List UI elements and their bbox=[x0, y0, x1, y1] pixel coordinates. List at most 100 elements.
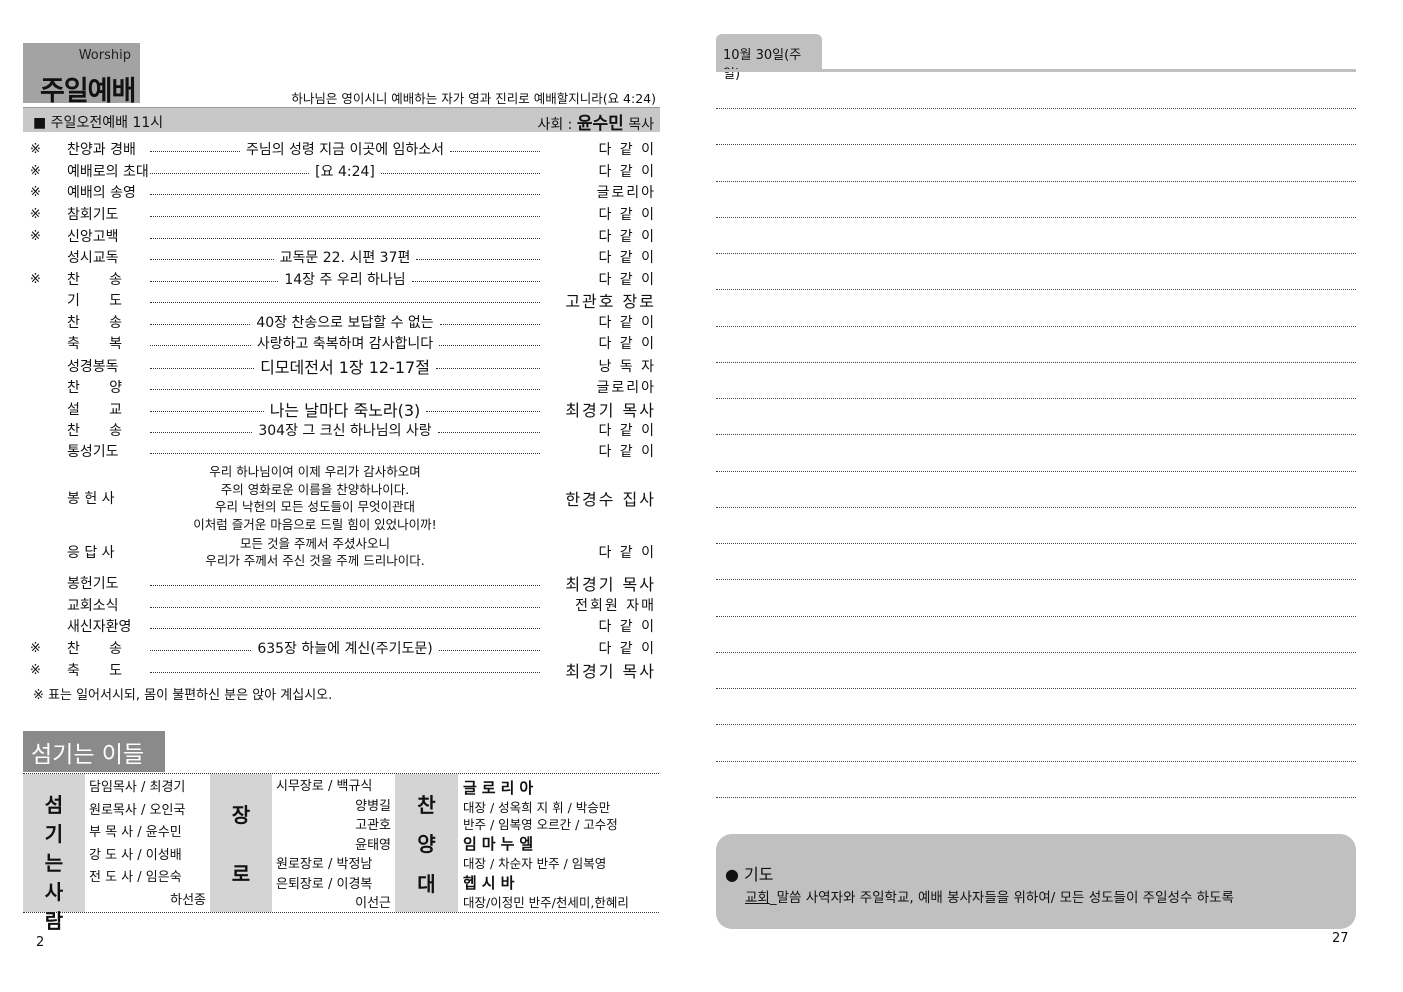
order-row: 새신자환영 다 같 이 bbox=[30, 615, 656, 637]
pastor-item: 전 도 사 / 임은숙 bbox=[89, 870, 182, 885]
pastor-item: 부 목 사 / 윤수민 bbox=[89, 825, 182, 840]
elders-list: 시무장로 / 백규식 양병길 고관호 윤태영 원로장로 / 박정남 은퇴장로 /… bbox=[272, 774, 395, 912]
order-row: 찬 양 글로리아 bbox=[30, 376, 656, 398]
choir-line: 대장 / 차순자 반주 / 임복영 bbox=[463, 856, 607, 871]
choir-list: 글로리아 대장 / 성옥희 지 휘 / 박승만 반주 / 임복영 오르간 / 고… bbox=[458, 774, 659, 912]
order-label: 축 복 bbox=[67, 336, 122, 352]
note-line bbox=[716, 434, 1356, 436]
order-detail: 디모데전서 1장 12-17절 bbox=[150, 354, 541, 378]
order-value: 글로리아 bbox=[596, 380, 656, 396]
order-row: 찬 송 40장 찬송으로 보답할 수 없는 다 같 이 bbox=[30, 311, 656, 333]
order-row: 기 도 고관호 장로 bbox=[30, 289, 656, 311]
dot-leader bbox=[150, 627, 540, 629]
dot-leader bbox=[150, 150, 240, 152]
offering-value: 한경수 집사 bbox=[565, 490, 656, 509]
service-leader: 사회 : 윤수민 목사 bbox=[537, 109, 654, 134]
order-value: 최경기 목사 bbox=[565, 401, 656, 420]
prayer-body: _말씀 사역자와 주일학교, 예배 봉사자들을 위하여/ 모든 성도들이 주일성… bbox=[769, 890, 1234, 906]
prayer-box: ● 기도 교회_말씀 사역자와 주일학교, 예배 봉사자들을 위하여/ 모든 성… bbox=[716, 834, 1356, 929]
order-row: ※ 신앙고백 다 같 이 bbox=[30, 225, 656, 247]
order-text: 14장 주 우리 하나님 bbox=[284, 272, 406, 288]
page-title: 주일예배 bbox=[40, 76, 136, 107]
dot-leader bbox=[450, 150, 540, 152]
order-row: ※ 찬양과 경배 주님의 성령 지금 이곳에 임하소서 다 같 이 bbox=[30, 138, 656, 160]
order-value: 최경기 목사 bbox=[565, 575, 656, 594]
note-line bbox=[716, 615, 1356, 617]
service-name: ■ 주일오전예배 11시 bbox=[33, 115, 164, 131]
dot-leader bbox=[150, 388, 540, 390]
dot-leader bbox=[150, 452, 540, 454]
order-row: ※ 찬 송 635장 하늘에 계신(주기도문) 다 같 이 bbox=[30, 637, 656, 659]
order-label: 새신자환영 bbox=[67, 619, 132, 635]
order-detail bbox=[150, 190, 540, 195]
dot-leader bbox=[150, 606, 540, 608]
order-label: 성경봉독 bbox=[67, 359, 119, 375]
note-line bbox=[716, 724, 1356, 726]
leader-name: 윤수민 bbox=[576, 114, 624, 134]
standing-mark: ※ bbox=[30, 271, 41, 287]
dot-leader bbox=[439, 323, 541, 325]
dot-leader bbox=[150, 172, 310, 174]
order-value: 다 같 이 bbox=[598, 207, 656, 223]
col-title-char: 는 bbox=[44, 851, 64, 875]
order-value: 다 같 이 bbox=[598, 229, 656, 245]
dot-leader bbox=[435, 367, 541, 369]
note-line bbox=[716, 144, 1356, 146]
order-detail: 나는 날마다 죽노라(3) bbox=[150, 397, 541, 421]
dot-leader bbox=[150, 193, 540, 195]
order-detail bbox=[150, 234, 540, 239]
order-label: 찬 송 bbox=[67, 315, 122, 331]
order-label: 봉헌기도 bbox=[67, 576, 119, 592]
standing-mark: ※ bbox=[30, 228, 41, 244]
order-value: 다 같 이 bbox=[598, 164, 656, 180]
standing-mark: ※ bbox=[30, 640, 41, 656]
standing-mark: ※ bbox=[30, 163, 41, 179]
dot-leader bbox=[150, 367, 255, 369]
col-title-char: 대 bbox=[417, 871, 436, 896]
order-detail: 304장 그 크신 하나님의 사랑 bbox=[150, 420, 541, 440]
note-line bbox=[716, 506, 1356, 508]
date-rule bbox=[716, 69, 1356, 72]
order-label: 찬 송 bbox=[67, 641, 122, 657]
order-label: 찬양과 경배 bbox=[67, 142, 136, 158]
choir-name: 헵시바 bbox=[463, 874, 520, 892]
note-line bbox=[716, 325, 1356, 327]
order-value: 다 같 이 bbox=[598, 315, 656, 331]
response-block: 응 답 사 모든 것을 주께서 주셨사오니 우리가 주께서 주신 것을 주께 드… bbox=[30, 534, 656, 570]
dot-leader bbox=[439, 344, 540, 346]
elder-item: 고관호 bbox=[355, 818, 391, 833]
response-label: 응 답 사 bbox=[67, 545, 115, 561]
dot-leader bbox=[150, 258, 274, 260]
order-value: 다 같 이 bbox=[598, 142, 656, 158]
order-text: 40장 찬송으로 보답할 수 없는 bbox=[256, 315, 434, 331]
order-label: 찬 송 bbox=[67, 423, 122, 439]
prayer-title: ● 기도 bbox=[725, 865, 774, 884]
order-label: 찬 양 bbox=[67, 380, 122, 396]
service-bar: ■ 주일오전예배 11시 사회 : 윤수민 목사 bbox=[23, 107, 660, 134]
choir-line: 대장/이정민 반주/천세미,한혜리 bbox=[463, 895, 629, 910]
order-value: 낭 독 자 bbox=[598, 359, 656, 375]
prayer-label: 교회 bbox=[745, 890, 770, 906]
prayer-text: 교회_말씀 사역자와 주일학교, 예배 봉사자들을 위하여/ 모든 성도들이 주… bbox=[745, 886, 1234, 906]
col-title-char: 장 bbox=[231, 803, 251, 827]
order-row: ※ 찬 송 14장 주 우리 하나님 다 같 이 bbox=[30, 268, 656, 290]
order-label: 예배의 송영 bbox=[67, 185, 136, 201]
order-label: 설 교 bbox=[67, 402, 122, 418]
dot-leader bbox=[437, 431, 541, 433]
note-line bbox=[716, 253, 1356, 254]
order-detail bbox=[150, 581, 540, 586]
order-value: 전회원 자매 bbox=[575, 598, 656, 614]
dot-leader bbox=[438, 649, 541, 651]
order-value: 고관호 장로 bbox=[565, 292, 656, 311]
order-text: 주님의 성령 지금 이곳에 임하소서 bbox=[245, 142, 445, 158]
order-label: 축 도 bbox=[67, 663, 122, 679]
order-label: 참회기도 bbox=[67, 207, 119, 223]
note-line bbox=[716, 398, 1356, 399]
order-value: 다 같 이 bbox=[598, 619, 656, 635]
dot-leader bbox=[416, 258, 540, 260]
order-value: 다 같 이 bbox=[598, 444, 656, 460]
order-detail bbox=[150, 212, 540, 217]
